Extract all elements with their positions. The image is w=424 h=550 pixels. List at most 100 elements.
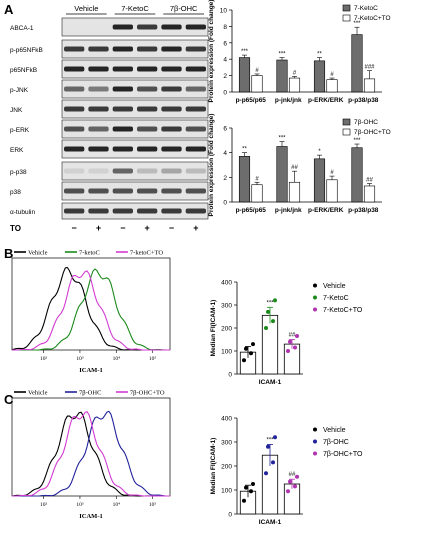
blot-band [88,66,109,72]
blot-band [88,208,109,214]
significance-mark: *** [353,138,361,144]
blot-band [137,66,158,72]
blot-membrane [61,119,209,139]
legend-label: 7β-OHC [354,119,378,126]
blot-band [137,46,158,52]
significance-mark: ## [289,472,296,478]
bar-treated [313,60,326,93]
mean-bar [261,314,279,375]
blot-band [112,146,133,152]
blot-row-label: α-tubulin [10,209,35,216]
y-tick-label: 8 [223,24,227,31]
blot-band [185,208,206,214]
blot-band [64,66,85,72]
x-tick-label: 10⁵ [149,356,157,362]
blot-band [64,46,85,52]
significance-mark: # [255,176,259,182]
blot-band [137,146,158,152]
legend-swatch [342,14,351,22]
y-axis-label: Protein expression (Fold change) [208,114,215,217]
legend-label: 7-KetoC+TO [323,307,363,314]
panel-letter-a: A [4,2,14,17]
blot-band [88,146,109,152]
bar-treated-to [288,77,301,93]
legend-label: 7β-OHC [323,439,349,446]
data-point [293,484,297,489]
y-tick-label: 0 [228,512,232,519]
histogram-curve-2 [12,268,170,351]
blot-band [185,66,206,72]
dot-plot-ketoc: 0 100 200 300 400 Median FI(ICAM-1) ICAM-1 *** #… [210,280,363,387]
histogram-frame [11,397,171,497]
blot-band [185,24,206,30]
data-point [264,326,268,330]
blot-row-label: ABCA-1 [10,25,34,32]
blot-band [88,126,109,132]
x-axis-label: ICAM-1 [259,379,282,386]
histogram-frame [11,257,171,351]
x-axis-label: ICAM-1 [259,519,282,526]
blot-membrane [61,202,209,220]
legend-label: 7-KetoC [354,5,378,12]
blot-band [88,106,109,112]
blot-group-header: 7β-OHC [170,4,198,13]
significance-mark: ** [242,147,247,153]
blot-band [112,24,133,30]
y-axis-label: Median FI(ICAM-1) [210,438,217,495]
x-tick-label: 10² [40,502,48,508]
y-tick-label: 300 [221,303,232,310]
bar-treated [238,57,251,93]
blot-membrane [61,39,209,59]
legend-marker [313,427,317,432]
significance-mark: # [330,72,334,78]
histogram-curve-3 [12,411,170,497]
bar-chart-ohc: 0 2 4 6 Protein expression (Fold change) p-p6… [208,114,391,217]
blot-band [137,106,158,112]
blot-treatment-sign: + [96,223,101,233]
y-tick-label: 6 [223,40,227,47]
data-point [295,474,299,479]
blot-band [88,188,109,194]
panel-letter-b: B [4,246,13,261]
blot-treatment-sign: + [145,223,150,233]
legend-marker [313,307,317,312]
y-tick-label: 300 [221,440,232,447]
blot-band [64,208,85,214]
histogram-curve-2 [12,410,170,497]
legend-label: 7-ketoC+TO [130,250,163,257]
data-point [244,485,248,490]
y-tick-label: 100 [221,488,232,495]
data-point [264,471,268,476]
blot-band [185,86,206,92]
western-blot: Vehicle 7-KetoC 7β-OHC ABCA-1 p-p65NFkB p65NF… [10,4,209,233]
legend-label: Vehicle [323,283,346,290]
blot-membrane [61,59,209,79]
bar-treated [238,156,251,203]
y-axis-label: Median FI(ICAM-1) [210,300,217,357]
blot-band [64,168,85,174]
x-axis-label: ICAM-1 [79,367,102,374]
legend-swatch [342,128,351,136]
legend-swatch [342,4,351,12]
bar-treated [351,147,363,203]
blot-band [112,168,133,174]
x-tick-label: 10⁴ [113,502,121,508]
data-point [288,339,292,344]
bar-treated-to [326,79,338,93]
blot-band [185,188,206,194]
blot-band [64,188,85,194]
x-category-label: p-ERK/ERK [308,97,344,104]
y-tick-label: 2 [223,175,227,182]
data-point [251,342,255,347]
blot-row-label: JNK [10,107,23,114]
x-tick-label: 10³ [76,356,84,362]
bar-treated-to [326,179,338,203]
blot-band [185,126,206,132]
histogram-curve-3 [12,270,170,351]
blot-band [161,86,182,92]
significance-mark: ### [364,65,375,71]
blot-band [137,24,158,30]
data-point [271,319,275,324]
data-point [288,479,292,484]
